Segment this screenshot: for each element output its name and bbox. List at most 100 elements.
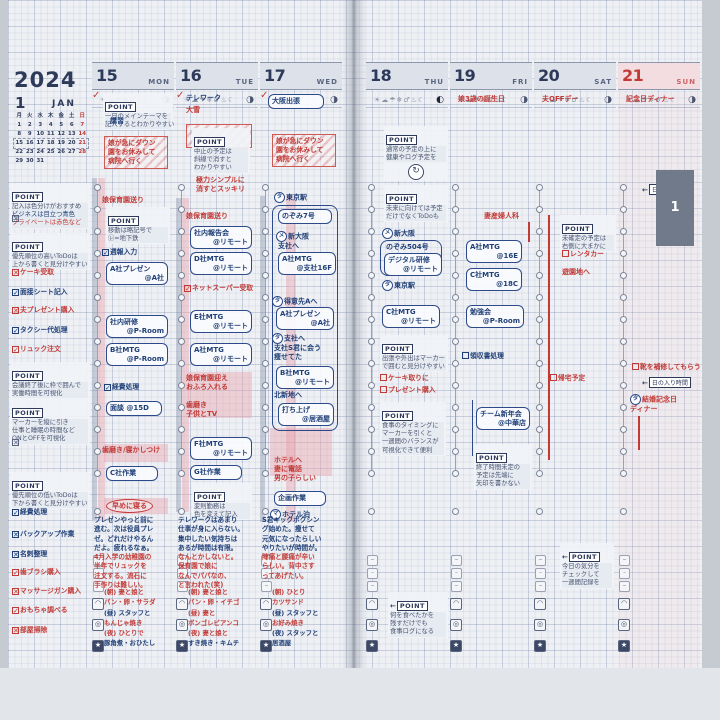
appointment-location: @リモート xyxy=(213,321,248,330)
time-bead-chain xyxy=(371,184,372,474)
appointment-box: 社内研修 @P-Room xyxy=(106,315,168,338)
diary-line: 半年でリュックを xyxy=(94,562,147,571)
transport-circle-icon: マ xyxy=(270,509,281,520)
point-tip-line: 一日のメインテーマを xyxy=(105,113,171,122)
checkbox-icon: ✓ xyxy=(12,289,19,297)
mood-face-icon: ⌣ xyxy=(367,555,378,566)
checkbox-icon: ✓ xyxy=(12,346,19,354)
transport-circle-icon: タ xyxy=(272,296,283,307)
point-tip-label: POINT xyxy=(382,411,414,421)
note-line: タ東京駅 xyxy=(274,192,307,203)
appointment-box: E社MTG @リモート xyxy=(190,310,252,333)
cancelled-plan-box: 娘が急にダウン 園をお休みして 病院へ行く xyxy=(104,136,168,169)
mood-face-icon: ⌣ xyxy=(535,555,546,566)
time-bead xyxy=(452,316,459,323)
checkbox-icon: ✕ xyxy=(12,439,19,447)
day-header: 21 SUN xyxy=(618,62,700,90)
todo-item: ✕部屋掃除 xyxy=(12,626,47,635)
mood-face-icon: ⌢ xyxy=(177,581,188,592)
time-bead xyxy=(262,272,269,279)
point-tip-label: POINT xyxy=(194,137,226,147)
meal-lunch-icon: ◎ xyxy=(92,619,104,631)
time-bead xyxy=(94,338,101,345)
todo-item: ✓ネットスーパー受取 xyxy=(184,284,253,293)
appointment-box: B社MTG @リモート xyxy=(276,366,334,389)
day-of-week: THU xyxy=(424,78,444,86)
point-tip: POINT 会議終了後に枠で囲んで 実働時間を可視化 xyxy=(10,362,90,400)
calendar-weekday: 土 xyxy=(69,113,75,119)
todo-label: 部屋掃除 xyxy=(20,626,48,634)
calendar-date: 5 xyxy=(59,122,64,128)
handwritten-note: 支社S君に会う 痩せてた xyxy=(274,344,321,362)
point-tip-line: マーカーを引くと xyxy=(382,430,444,439)
appointment-box: G社作業 xyxy=(190,465,242,480)
appointment-label: D社MTG xyxy=(194,255,225,263)
todo-item: 領収書処理 xyxy=(462,352,504,361)
refresh-icon: ↻ xyxy=(408,164,424,181)
calendar-date: 1 xyxy=(17,122,22,128)
appointment-label: F社MTG xyxy=(194,440,224,448)
checkbox-icon: ✕ xyxy=(12,307,19,315)
note-text: 講習 xyxy=(110,117,124,125)
appointment-label: C社MTG xyxy=(386,308,416,316)
note-line: 娘3歳の誕生日 xyxy=(458,95,505,104)
moon-phase-icon: ◑ xyxy=(330,95,339,105)
diary-line: ゼ。どれだけやるん xyxy=(94,534,154,543)
todo-label: レンタカー xyxy=(570,250,604,258)
appointment-label: 大阪出張 xyxy=(272,97,300,105)
calendar-week-row: 22 23 24 25 26 27 28 xyxy=(14,148,88,157)
month-edge-tab: 1 xyxy=(656,170,694,246)
appointment-label: 社内研修 xyxy=(110,318,138,326)
checkbox-icon xyxy=(462,352,469,359)
appointment-location: @A社 xyxy=(310,318,330,327)
time-bead xyxy=(178,470,185,477)
time-bead xyxy=(178,250,185,257)
mood-face-icon: – xyxy=(261,568,272,579)
handwritten-note: 歯磨き 子供とTV xyxy=(186,401,217,419)
time-bead xyxy=(620,360,627,367)
appointment-box: 勉強会 @P-Room xyxy=(466,305,524,328)
time-bead xyxy=(536,404,543,411)
point-tip-label: POINT xyxy=(562,224,594,234)
day-column-sun: 21SUN◑☀☁☂❄♂♨☾⌣–⌢◠◎★記念日ディナー←日の出時間靴を補修してもら… xyxy=(618,0,701,668)
day-column-sat: 20 SAT ◑ ☀☁☂❄♂♨☾ ⌣ – ⌢ ◠ ◎ ★ 夫OFFデー POINT 未確定の予定は 右側に… xyxy=(534,0,616,668)
mood-face-icon: – xyxy=(177,568,188,579)
diary-line: ってあげたい。 xyxy=(262,571,308,580)
point-tip-label: POINT xyxy=(476,453,508,463)
handwritten-note: タ東京駅 xyxy=(382,280,415,291)
day-column-thu: 18 THU ◐ ☀☁☂❄♂♨☾ ⌣ – ⌢ ◠ ◎ ★ POINT 通常の予定の上に 健康やログ予定を… xyxy=(366,0,448,668)
appointment-location: @リモート xyxy=(401,316,436,325)
point-tip-label: POINT xyxy=(386,194,418,204)
todo-label: リュック注文 xyxy=(20,345,61,353)
time-bead xyxy=(178,272,185,279)
meal-lunch-icon: ◎ xyxy=(534,619,546,631)
mini-calendar: 月火水木金土日 1 2 3 4 5 6 7 8 9 10 11 12 13 14 15 16 17 18 19 20 21… xyxy=(13,112,89,166)
point-tip-line: 記入は色分けがおすすめ xyxy=(12,203,88,212)
appointment-box: A社MTG @支社16F xyxy=(278,252,336,275)
appointment-box: 打ち上げ @居酒屋 xyxy=(278,403,334,426)
time-bead xyxy=(536,448,543,455)
calendar-date: 7 xyxy=(80,122,85,128)
appointment-label: E社MTG xyxy=(194,313,224,321)
time-bead-chain xyxy=(265,184,266,474)
checkbox-icon xyxy=(562,250,569,257)
time-bead xyxy=(536,426,543,433)
marker-band xyxy=(286,196,296,522)
meal-lunch-icon: ◎ xyxy=(450,619,462,631)
appointment-label: チーム新年会 xyxy=(480,410,522,418)
todo-item: プレゼント購入 xyxy=(380,386,436,395)
appointment-location: @リモート xyxy=(403,264,438,273)
day-of-week: FRI xyxy=(512,78,528,86)
point-tip: POINT 食事のタイミングに マーカーを引くと 一週間のバランスが 可視化できて便利 xyxy=(380,402,446,456)
note-text: 妻産婦人科 xyxy=(484,212,519,220)
time-bead xyxy=(452,338,459,345)
cancelled-plan-line: 園をお休みして xyxy=(276,146,324,154)
appointment-location: @リモート xyxy=(213,448,248,457)
time-bead xyxy=(536,382,543,389)
todo-label: ケーキ受取 xyxy=(20,268,54,276)
appointment-location: @P-Room xyxy=(482,316,520,325)
meal-line: (朝) 妻と娘と xyxy=(188,588,229,596)
marker-band xyxy=(188,372,252,418)
time-bead-chain xyxy=(97,184,98,474)
mood-face-icon: ⌣ xyxy=(619,555,630,566)
